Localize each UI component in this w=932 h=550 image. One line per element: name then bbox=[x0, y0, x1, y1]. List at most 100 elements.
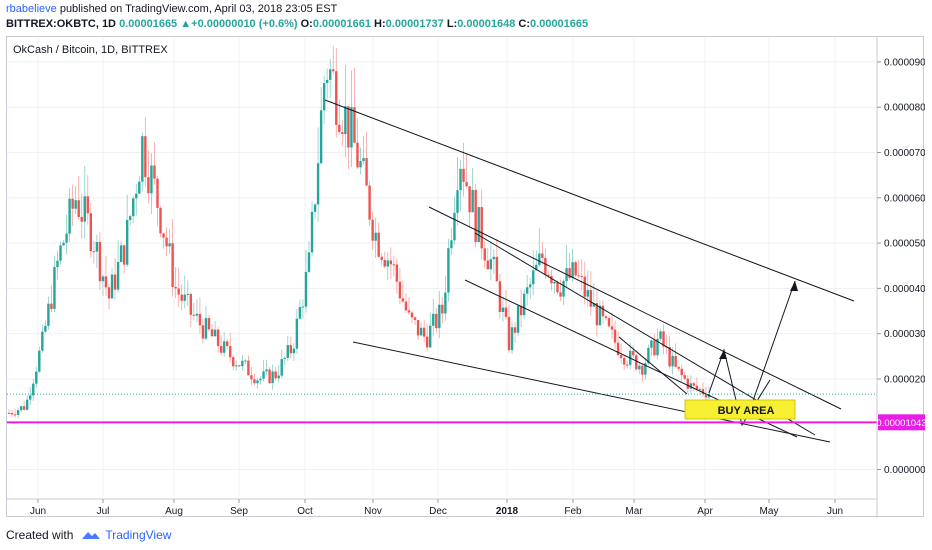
chart-frame[interactable]: 0.00009000 0.00008000 0.00007000 0.00006000… bbox=[6, 36, 925, 518]
candle-body bbox=[98, 242, 102, 282]
candle-body bbox=[556, 282, 559, 293]
candle-body bbox=[204, 318, 208, 339]
candle-body bbox=[147, 177, 150, 194]
y-tick-label: 0.00004000 bbox=[884, 284, 925, 295]
x-tick-label: 2018 bbox=[496, 506, 519, 517]
candle-body bbox=[635, 355, 638, 370]
candle-body bbox=[132, 198, 135, 217]
candle-body bbox=[638, 365, 641, 370]
candle-body bbox=[119, 245, 123, 262]
candle-body bbox=[689, 383, 693, 389]
candle-body bbox=[107, 287, 111, 299]
candle-body bbox=[332, 69, 335, 72]
y-tick-label: 0.00008000 bbox=[884, 103, 925, 114]
author-link[interactable]: rbabelieve bbox=[6, 3, 57, 15]
candle-body bbox=[544, 257, 547, 275]
support-price-label: 0.00001043 bbox=[876, 418, 925, 429]
trendline bbox=[352, 341, 831, 443]
candle-body bbox=[301, 306, 305, 308]
candle-body bbox=[222, 341, 226, 353]
buy-area-label: BUY AREA bbox=[718, 405, 775, 417]
candles bbox=[7, 45, 711, 419]
candle-body bbox=[474, 189, 477, 243]
close-value: 0.00001665 bbox=[530, 18, 589, 30]
trendline bbox=[428, 206, 842, 410]
candle-body bbox=[150, 165, 153, 194]
arrow-head-icon bbox=[790, 281, 798, 291]
candle-body bbox=[501, 307, 505, 312]
candle-body bbox=[325, 79, 329, 84]
created-with-text: Created with bbox=[6, 528, 74, 542]
candle-body bbox=[29, 395, 32, 400]
candle-body bbox=[601, 305, 605, 317]
candle-body bbox=[110, 274, 114, 299]
candle-body bbox=[174, 286, 177, 289]
candle-body bbox=[292, 348, 296, 354]
candle-body bbox=[316, 163, 320, 205]
x-axis: Jun Jul Aug Sep Oct Nov Dec 2018 Feb Mar Apr May Jun bbox=[30, 499, 843, 517]
candle-body bbox=[80, 216, 83, 222]
candle-body bbox=[683, 375, 686, 379]
candle-body bbox=[519, 305, 523, 316]
candle-body bbox=[529, 284, 532, 288]
candle-body bbox=[547, 274, 550, 276]
candle-body bbox=[122, 245, 126, 265]
candle-body bbox=[277, 375, 280, 379]
candle-body bbox=[525, 287, 529, 294]
candle-body bbox=[468, 186, 471, 213]
candle-body bbox=[156, 178, 159, 208]
candle-body bbox=[383, 259, 386, 267]
candle-body bbox=[553, 282, 556, 284]
x-tick-label: Feb bbox=[564, 506, 582, 517]
candle-body bbox=[219, 346, 223, 353]
candle-body bbox=[135, 193, 138, 199]
candle-body bbox=[225, 341, 229, 347]
price-chart[interactable]: 0.00009000 0.00008000 0.00007000 0.00006000… bbox=[7, 37, 925, 518]
candle-body bbox=[704, 393, 708, 398]
candle-body bbox=[419, 327, 423, 336]
candle-body bbox=[695, 385, 699, 390]
candle-body bbox=[201, 325, 205, 339]
candle-body bbox=[335, 71, 338, 125]
candle-body bbox=[313, 204, 317, 212]
candle-body bbox=[489, 259, 493, 270]
high-value: 0.00001737 bbox=[385, 18, 444, 30]
tradingview-link[interactable]: TradingView bbox=[105, 528, 172, 542]
candle-body bbox=[668, 347, 671, 367]
candle-body bbox=[347, 106, 350, 148]
trendline bbox=[324, 99, 855, 302]
candle-body bbox=[495, 256, 499, 282]
candle-body bbox=[259, 378, 262, 381]
candle-body bbox=[247, 360, 250, 376]
publish-text: published on TradingView.com, April 03, … bbox=[56, 3, 338, 15]
candle-body bbox=[625, 364, 629, 366]
candle-body bbox=[583, 276, 586, 297]
low-key: L: bbox=[446, 18, 458, 30]
candle-body bbox=[165, 237, 168, 247]
overlays: OkCash / Bitcoin, 1D, BITTREX 0.00001043 B… bbox=[7, 44, 925, 431]
candle-body bbox=[207, 318, 211, 330]
candle-body bbox=[507, 316, 511, 351]
publish-line: rbabelieve published on TradingView.com,… bbox=[6, 3, 337, 15]
candle-body bbox=[198, 313, 202, 326]
candle-body bbox=[295, 318, 299, 349]
x-tick-label: Jun bbox=[30, 506, 46, 517]
candle-body bbox=[41, 331, 44, 351]
candle-body bbox=[647, 347, 650, 364]
candle-body bbox=[465, 181, 468, 187]
candle-body bbox=[162, 233, 165, 238]
trendline bbox=[618, 336, 688, 395]
x-tick-label: Oct bbox=[297, 506, 313, 517]
y-tick-label: 0.00009000 bbox=[884, 57, 925, 68]
candle-body bbox=[47, 303, 50, 326]
candle-body bbox=[53, 267, 56, 309]
candle-body bbox=[522, 293, 526, 316]
candle-body bbox=[159, 207, 162, 234]
candle-body bbox=[386, 260, 389, 267]
close-key: C: bbox=[518, 18, 531, 30]
candle-body bbox=[235, 365, 238, 367]
candle-body bbox=[644, 363, 647, 375]
grid-lines bbox=[7, 37, 878, 518]
candle-body bbox=[471, 189, 474, 213]
candle-body bbox=[104, 276, 108, 288]
